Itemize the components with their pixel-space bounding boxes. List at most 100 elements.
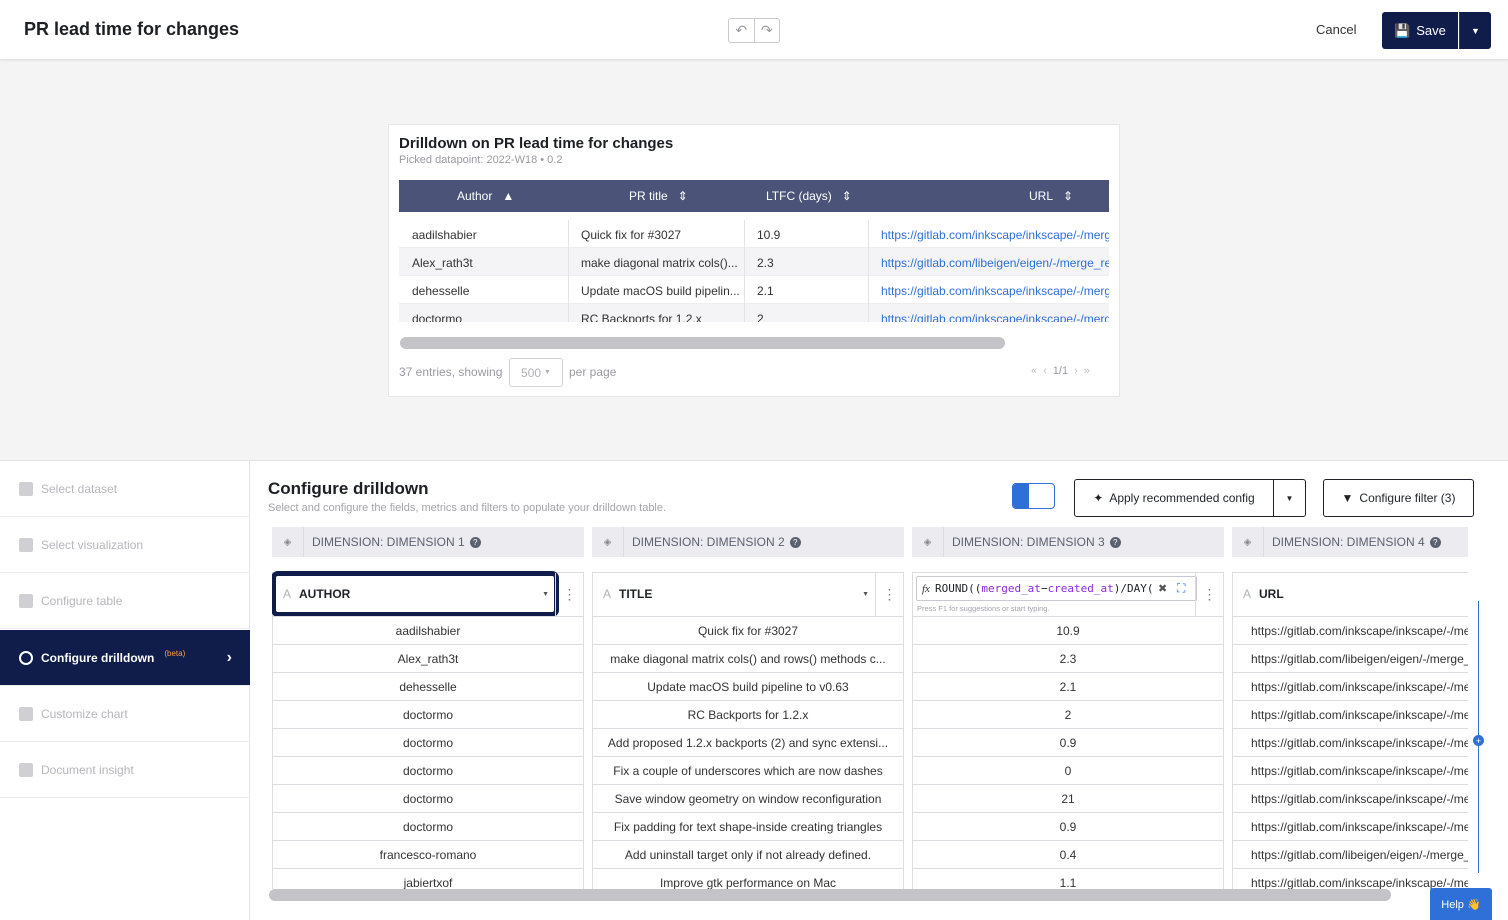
table-cell: Fix a couple of underscores which are no…: [592, 756, 904, 784]
dimension-icon: ◈: [1232, 527, 1264, 557]
dimension-icon: ◈: [272, 527, 304, 557]
url-link[interactable]: https://gitlab.com/inkscape/inkscape/-/m…: [1232, 812, 1468, 840]
save-label: Save: [1416, 23, 1446, 38]
configure-filter-button[interactable]: ▼ Configure filter (3): [1323, 479, 1474, 517]
configure-drilldown-panel: Configure drilldown Select and configure…: [250, 460, 1508, 920]
dimension-header: ◈ DIMENSION: DIMENSION 2?: [592, 527, 904, 557]
url-link[interactable]: https://gitlab.com/inkscape/inkscape/-/m…: [881, 228, 1109, 242]
table-cell: Fix padding for text shape-inside creati…: [592, 812, 904, 840]
field-select-url[interactable]: A URL: [1243, 587, 1284, 601]
url-link[interactable]: https://gitlab.com/inkscape/inkscape/-/m…: [1232, 784, 1468, 812]
wizard-sidebar: Select dataset Select visualization Conf…: [0, 460, 250, 920]
url-link[interactable]: https://gitlab.com/inkscape/inkscape/-/m…: [1232, 728, 1468, 756]
page-size-select[interactable]: 500 ▼: [509, 358, 563, 387]
url-link[interactable]: https://gitlab.com/inkscape/inkscape/-/m…: [1232, 700, 1468, 728]
column-menu-icon[interactable]: ⋮: [1195, 573, 1223, 616]
preview-horizontal-scrollbar[interactable]: [400, 337, 1005, 349]
drilldown-preview-card: Drilldown on PR lead time for changes Pi…: [388, 124, 1120, 397]
chevron-down-icon: ▼: [862, 590, 869, 598]
table-cell: Improve gtk performance on Mac: [592, 868, 904, 889]
preview-table: Author ▲ PR title ⇕ LTFC (days) ⇕ URL ⇕ aadi…: [399, 180, 1109, 322]
url-link[interactable]: https://gitlab.com/libeigen/eigen/-/merg…: [881, 256, 1109, 270]
table-row: aadilshabier Quick fix for #3027 10.9 ht…: [399, 220, 1109, 248]
paint-roller-icon: [19, 706, 33, 721]
table-cell: Save window geometry on window reconfigu…: [592, 784, 904, 812]
url-link[interactable]: https://gitlab.com/libeigen/eigen/-/merg…: [1232, 644, 1468, 672]
add-column-icon[interactable]: +: [1473, 735, 1484, 746]
expand-icon[interactable]: ⛶: [1177, 581, 1186, 595]
formula-input[interactable]: fx ROUND((merged_at−created_at)/DAY(: [916, 576, 1197, 601]
help-icon[interactable]: ?: [469, 536, 481, 548]
first-page-icon[interactable]: «: [1031, 365, 1038, 377]
nav-configure-table[interactable]: Configure table: [0, 573, 250, 629]
url-link[interactable]: https://gitlab.com/inkscape/inkscape/-/m…: [1232, 616, 1468, 644]
last-page-icon[interactable]: »: [1083, 365, 1090, 377]
nav-configure-drilldown[interactable]: Configure drilldown (beta) ›: [0, 630, 250, 686]
drilldown-toggle[interactable]: [1012, 483, 1055, 509]
table-cell: 2: [912, 700, 1224, 728]
column-header-url[interactable]: URL ⇕: [1029, 189, 1074, 203]
nav-select-visualization[interactable]: Select visualization: [0, 517, 250, 573]
drilldown-column-1: ◈ DIMENSION: DIMENSION 1? A AUTHOR ▼ ⋮ aadi…: [272, 527, 584, 889]
help-icon[interactable]: ?: [789, 536, 801, 548]
prev-page-icon[interactable]: ‹: [1043, 365, 1047, 377]
column-header-author[interactable]: Author ▲: [457, 189, 515, 203]
table-cell: dehesselle: [272, 672, 584, 700]
column-menu-icon[interactable]: ⋮: [555, 573, 583, 616]
sort-icon: ⇕: [677, 189, 688, 203]
table-cell: doctormo: [272, 812, 584, 840]
table-cell: 21: [912, 784, 1224, 812]
text-type-icon: A: [283, 587, 292, 601]
field-selector-box: fx ROUND((merged_at−created_at)/DAY( ✖ ⛶…: [912, 572, 1224, 616]
help-button[interactable]: Help 👋: [1430, 888, 1492, 920]
column-header-ltfc[interactable]: LTFC (days) ⇕: [766, 189, 852, 203]
preview-title: Drilldown on PR lead time for changes: [399, 135, 674, 152]
help-icon[interactable]: ?: [1429, 536, 1441, 548]
chevron-down-icon: ▼: [544, 369, 551, 376]
url-link[interactable]: https://gitlab.com/inkscape/inkscape/-/m…: [881, 312, 1109, 322]
text-type-icon: A: [603, 587, 612, 601]
apply-recommended-config-button[interactable]: ✦ Apply recommended config: [1074, 479, 1274, 517]
nav-customize-chart[interactable]: Customize chart: [0, 686, 250, 742]
horizontal-scrollbar[interactable]: [269, 889, 1391, 901]
field-selector-box: A TITLE ▼ ⋮: [592, 572, 904, 616]
undo-icon[interactable]: ↶: [729, 19, 755, 42]
bar-chart-icon: [19, 537, 33, 552]
table-cell: Alex_rath3t: [272, 644, 584, 672]
function-icon: fx: [922, 582, 930, 595]
field-select-author[interactable]: A AUTHOR ▼: [283, 587, 549, 601]
table-row: doctormo RC Backports for 1.2.x 2 https:…: [399, 304, 1109, 322]
url-link[interactable]: https://gitlab.com/inkscape/inkscape/-/m…: [1232, 756, 1468, 784]
next-page-icon[interactable]: ›: [1074, 365, 1078, 377]
column-header-pr-title[interactable]: PR title ⇕: [629, 189, 688, 203]
field-select-title[interactable]: A TITLE ▼: [603, 587, 869, 601]
table-cell: aadilshabier: [272, 616, 584, 644]
clear-icon[interactable]: ✖: [1158, 583, 1168, 595]
field-selector-box: A URL: [1232, 572, 1468, 616]
entries-count: 37 entries, showing: [399, 365, 503, 379]
table-cell: 0: [912, 756, 1224, 784]
dimension-header: ◈ DIMENSION: DIMENSION 4?: [1232, 527, 1468, 557]
table-cell: doctormo: [272, 784, 584, 812]
dimension-header: ◈ DIMENSION: DIMENSION 3?: [912, 527, 1224, 557]
save-button[interactable]: 💾 Save: [1382, 12, 1458, 49]
nav-document-insight[interactable]: Document insight: [0, 742, 250, 798]
cancel-button[interactable]: Cancel: [1316, 22, 1357, 37]
formula-hint: Press F1 for suggestions or start typing…: [917, 604, 1050, 613]
table-cell: jabiertxof: [272, 868, 584, 889]
dimension-icon: ◈: [912, 527, 944, 557]
url-link[interactable]: https://gitlab.com/inkscape/inkscape/-/m…: [1232, 672, 1468, 700]
url-link[interactable]: https://gitlab.com/inkscape/inkscape/-/m…: [1232, 868, 1468, 889]
nav-select-dataset[interactable]: Select dataset: [0, 461, 250, 517]
url-link[interactable]: https://gitlab.com/inkscape/inkscape/-/m…: [881, 284, 1109, 298]
document-icon: [19, 762, 33, 777]
help-icon[interactable]: ?: [1109, 536, 1121, 548]
recommend-options-dropdown[interactable]: ▼: [1273, 479, 1306, 517]
field-selector-box: A AUTHOR ▼ ⋮: [272, 571, 584, 617]
save-options-dropdown[interactable]: ▼: [1459, 12, 1491, 49]
beta-badge: (beta): [164, 649, 186, 658]
focus-ring: [272, 571, 559, 617]
column-menu-icon[interactable]: ⋮: [875, 573, 903, 616]
url-link[interactable]: https://gitlab.com/libeigen/eigen/-/merg…: [1232, 840, 1468, 868]
redo-icon[interactable]: ↷: [760, 22, 773, 38]
